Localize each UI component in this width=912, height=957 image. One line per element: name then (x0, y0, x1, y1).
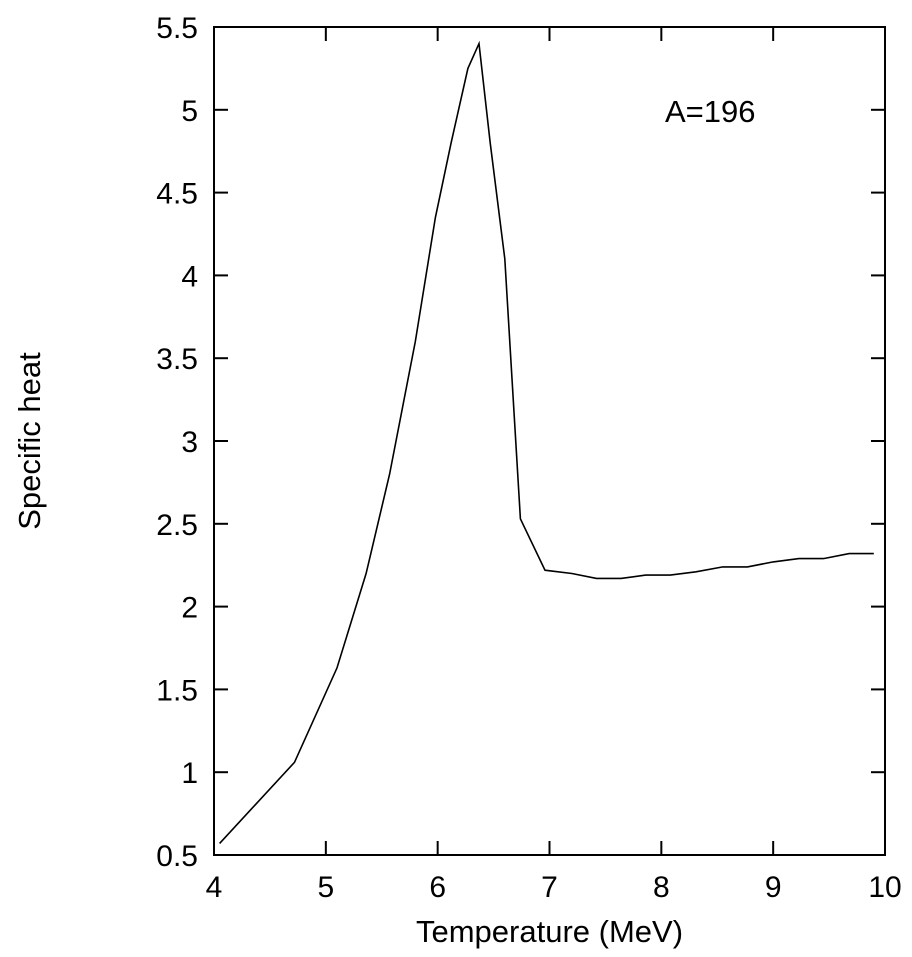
y-axis-title: Specific heat (12, 352, 47, 530)
y-tick-label: 5 (181, 95, 198, 128)
y-tick-label: 0.5 (156, 840, 198, 873)
y-tick-label: 1.5 (156, 674, 198, 707)
y-tick-label: 3.5 (156, 343, 198, 376)
x-tick-label: 9 (765, 871, 782, 904)
y-tick-label: 3 (181, 426, 198, 459)
y-tick-label: 2 (181, 592, 198, 625)
x-tick-label: 7 (541, 871, 558, 904)
x-tick-label: 8 (653, 871, 670, 904)
x-axis-title: Temperature (MeV) (416, 914, 683, 949)
specific-heat-line (219, 40, 874, 844)
y-tick-label: 4 (181, 260, 198, 293)
y-tick-label: 4.5 (156, 178, 198, 211)
x-tick-label: 5 (317, 871, 334, 904)
y-tick-label: 2.5 (156, 509, 198, 542)
annotation-label: A=196 (665, 94, 756, 129)
x-tick-label: 6 (429, 871, 446, 904)
plot-frame (213, 26, 886, 856)
x-tick-label: 4 (206, 871, 223, 904)
y-tick-label: 1 (181, 757, 198, 790)
y-tick-label: 5.5 (156, 12, 198, 45)
x-tick-label: 10 (868, 871, 901, 904)
